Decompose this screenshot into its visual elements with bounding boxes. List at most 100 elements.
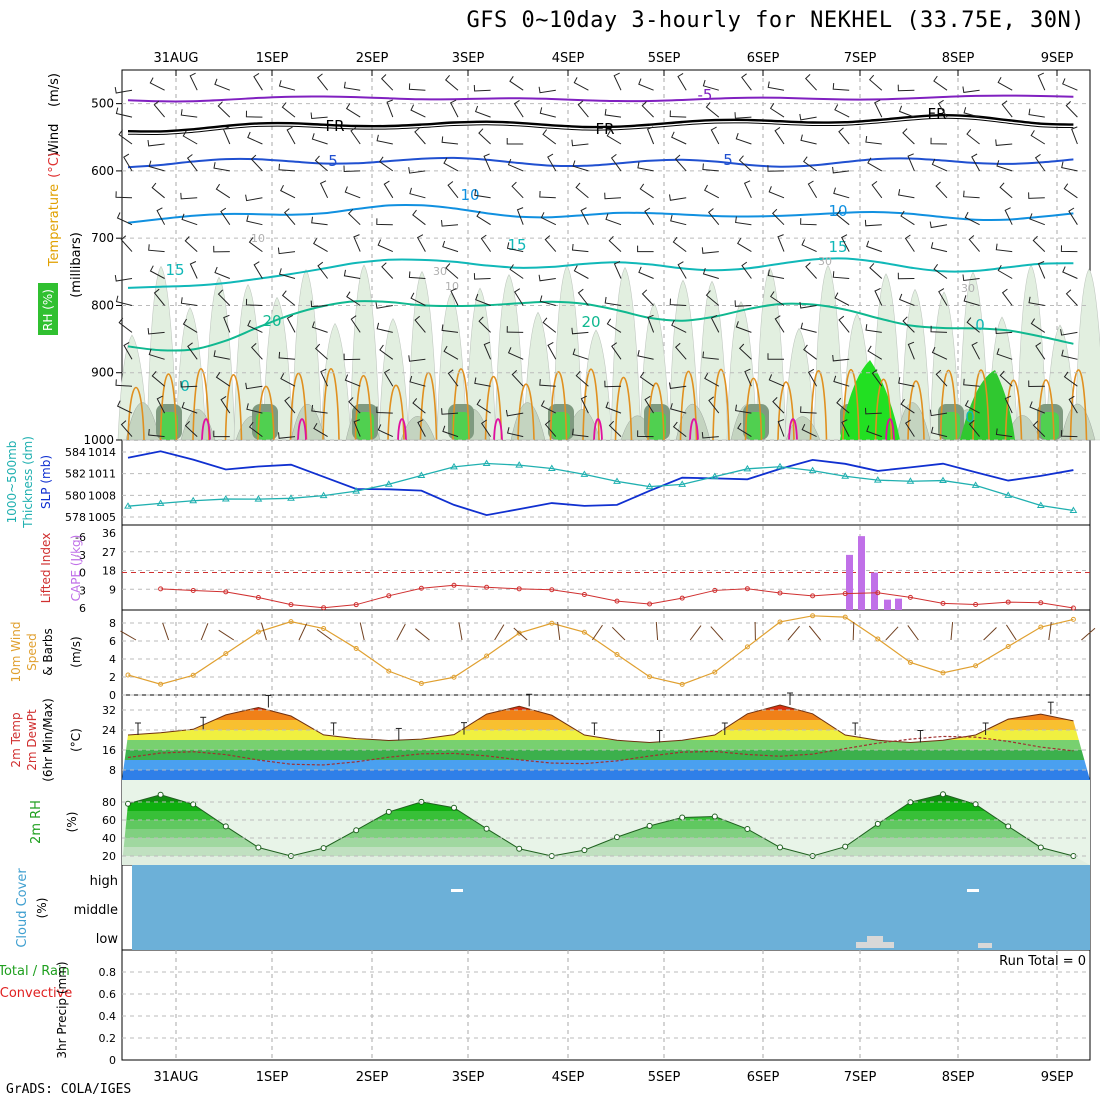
- wind-barb: [801, 239, 817, 253]
- wind-barb: [1060, 245, 1078, 253]
- wind-barb: [1028, 380, 1045, 388]
- contour-label: 20: [262, 312, 281, 330]
- cape-axis-label: CAPE (J/kg): [69, 535, 83, 602]
- wind-barb: [933, 264, 948, 279]
- wind-barb: [343, 353, 361, 361]
- wind-barb: [443, 345, 459, 360]
- wind-barb: [606, 130, 622, 145]
- rh-green-area: [160, 412, 178, 440]
- wind-barb: [283, 208, 296, 226]
- lifted-index-point: [516, 586, 522, 592]
- wind-barb: [347, 208, 361, 226]
- warm-temp-contour: [549, 371, 568, 441]
- wind-barb: [478, 316, 491, 333]
- wind-barb: [832, 354, 850, 362]
- wind-barb: [539, 379, 556, 387]
- wind-barb: [220, 395, 231, 414]
- temp-axis-label: 2m Temp: [9, 712, 23, 767]
- wind-barb: [935, 369, 948, 387]
- rh-point: [614, 834, 620, 841]
- wind-barb: [118, 129, 133, 145]
- wind-barb: [702, 163, 719, 172]
- wind-barb: [184, 236, 198, 252]
- wind-barb: [735, 216, 752, 226]
- panel-frame-cape: [121, 524, 1091, 611]
- wind-barb: [800, 406, 817, 414]
- wind-barb: [116, 212, 133, 226]
- wind-barb: [1037, 72, 1046, 91]
- wind-barb: [147, 328, 165, 335]
- rh-green-area: [452, 412, 470, 440]
- wind-barb: [1060, 329, 1078, 336]
- lifted-index-point: [907, 594, 913, 600]
- wind-barb: [542, 317, 557, 333]
- thickness-point: [221, 495, 230, 502]
- wind-barb: [571, 243, 589, 253]
- thickness-point: [971, 481, 980, 488]
- wind-barb: [995, 139, 1013, 146]
- wind-barb: [509, 264, 524, 279]
- wind-barb: [189, 261, 198, 279]
- wind-barb: [278, 163, 296, 172]
- temp-tick-label: 16: [102, 744, 116, 757]
- wind-barb: [572, 160, 589, 172]
- wind-barb: [311, 321, 328, 333]
- wind-barb: [833, 187, 850, 199]
- slp-axis-label: SLP (mb): [39, 455, 53, 509]
- wind-barb-10m: [396, 623, 406, 641]
- wind-barb: [180, 297, 198, 306]
- lifted-index-point: [842, 591, 848, 597]
- wind-barb: [353, 419, 361, 437]
- wind-barb: [278, 80, 296, 91]
- wind-barb: [677, 261, 687, 279]
- wind-barb-10m: [885, 626, 899, 641]
- wind-barb-10m: [162, 622, 170, 641]
- rh-light-area: [233, 284, 265, 441]
- wind-barb: [412, 209, 426, 226]
- wind-barb: [864, 219, 882, 227]
- wind-barb: [250, 154, 263, 172]
- wind-barb: [123, 153, 133, 172]
- wind-barb: [376, 218, 393, 226]
- wind-barb: [245, 298, 263, 306]
- li-tick-label: -6: [75, 531, 86, 544]
- pressure-tick-label: 600: [91, 164, 114, 178]
- thickness-point: [156, 499, 165, 506]
- wind-tick-label: 8: [109, 617, 116, 630]
- lifted-index-point: [1005, 599, 1011, 605]
- rh-line: [127, 793, 1074, 857]
- panel-frame-precip: [121, 949, 1091, 1061]
- wind-barb: [613, 261, 622, 279]
- warm-temp-contour: [744, 377, 763, 441]
- contour-label: FR: [325, 117, 344, 135]
- wind-barb: [869, 263, 883, 279]
- lifted-index-point: [321, 605, 327, 611]
- warm-temp-contour: [322, 368, 340, 441]
- wind-barb: [734, 112, 752, 119]
- bottom-date-label: 6SEP: [747, 1070, 780, 1085]
- wind-barb: [120, 235, 133, 252]
- thickness-point: [873, 476, 882, 483]
- wind-barb: [506, 427, 524, 438]
- pressure-tick-label: 800: [91, 298, 114, 312]
- chart-title: GFS 0~10day 3-hourly for NEKHEL (33.75E,…: [466, 8, 1085, 33]
- wind-barb: [410, 104, 426, 118]
- wind-barb: [898, 293, 915, 306]
- thickness-point: [678, 480, 687, 487]
- hot-temp-contour: [788, 418, 798, 441]
- temp-band: [122, 705, 1090, 710]
- thickness-point: [287, 494, 295, 501]
- wind-barb: [704, 184, 720, 199]
- wind-barb: [149, 265, 165, 279]
- wind-barb: [313, 238, 328, 253]
- wind-barb: [701, 432, 719, 439]
- wind-barb: [841, 419, 850, 437]
- contour-label: FR: [927, 105, 946, 123]
- hot-temp-contour: [593, 418, 603, 441]
- lifted-index-point: [451, 582, 457, 588]
- thickness-point: [613, 477, 621, 484]
- wind-barb: [540, 212, 557, 226]
- thickness-point: [1004, 491, 1013, 498]
- wind-barb: [737, 238, 752, 253]
- isotherm-5: [127, 156, 1074, 169]
